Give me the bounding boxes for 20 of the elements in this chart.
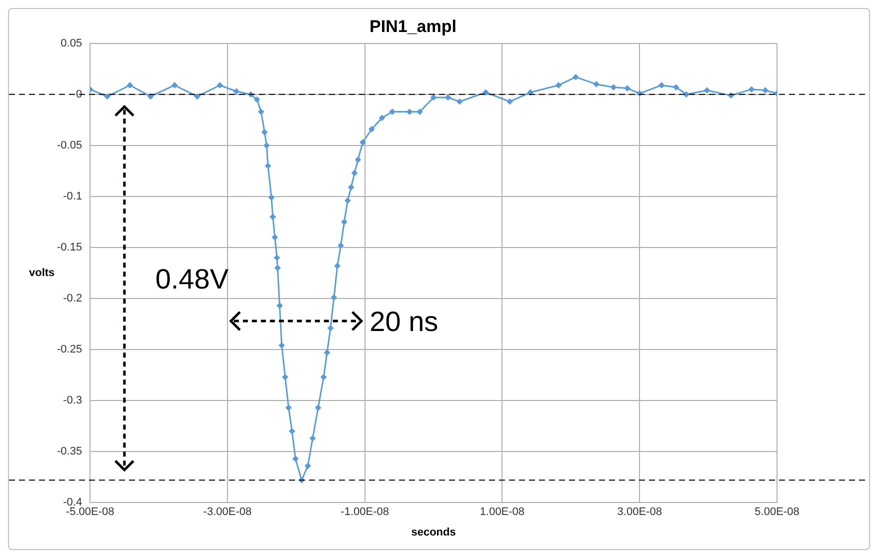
- x-tick-label: -3.00E-08: [203, 506, 252, 518]
- chart-title: PIN1_ampl: [370, 16, 456, 36]
- y-tick-label: 0.05: [60, 37, 82, 50]
- y-axis-title: volts: [29, 267, 55, 280]
- x-tick-label: -1.00E-08: [340, 506, 389, 518]
- y-tick-label: -0.35: [56, 446, 82, 458]
- x-tick-label: 5.00E-08: [754, 506, 800, 518]
- annotation: 20 ns: [370, 306, 438, 337]
- y-tick-label: -0.2: [63, 292, 82, 305]
- y-tick-label: -0.15: [56, 242, 82, 254]
- x-tick-label: 3.00E-08: [617, 506, 662, 518]
- y-tick-label: -0.1: [63, 190, 82, 202]
- y-tick-label: 0: [76, 88, 82, 100]
- x-tick-label: 1.00E-08: [480, 506, 525, 518]
- annotation: 0.48V: [155, 263, 229, 294]
- y-tick-label: -0.05: [56, 139, 82, 152]
- y-tick-label: -0.25: [56, 344, 82, 356]
- x-tick-label: -5.00E-08: [66, 506, 114, 518]
- y-tick-label: -0.3: [63, 394, 82, 407]
- x-axis-title: seconds: [411, 526, 456, 538]
